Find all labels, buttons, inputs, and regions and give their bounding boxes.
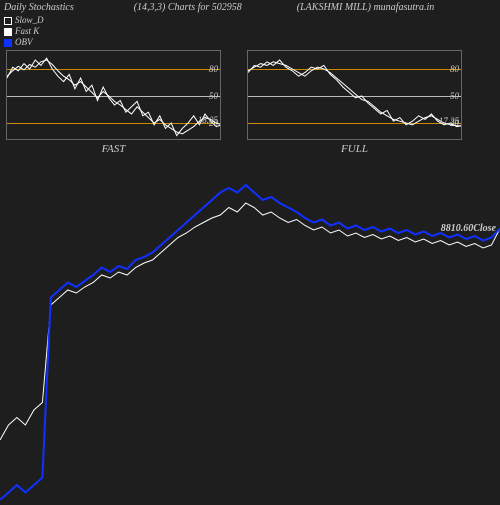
fast-stochastic-panel: 20508018.05 xyxy=(6,50,221,140)
full-panel-wrap: 20508017.25 FULL xyxy=(247,50,462,155)
legend-item-fast-k: Fast K xyxy=(4,26,496,37)
sub-panels-row: 20508018.05 FAST 20508017.25 FULL xyxy=(0,50,500,155)
fast-panel-wrap: 20508018.05 FAST xyxy=(6,50,221,155)
stock-text: (LAKSHMI MILL) munafasutra.in xyxy=(297,2,435,13)
swatch-fast-k xyxy=(4,28,12,36)
legend-label-obv: OBV xyxy=(15,37,33,48)
panel-full-svg xyxy=(248,51,462,140)
full-panel-label: FULL xyxy=(247,143,462,155)
full-stochastic-panel: 20508017.25 xyxy=(247,50,462,140)
obv-line xyxy=(0,185,500,500)
fast-panel-label: FAST xyxy=(6,143,221,155)
params-text: (14,3,3) Charts for 502958 xyxy=(134,2,242,13)
price-line xyxy=(0,203,500,440)
legend-item-slow-d: Slow_D xyxy=(4,15,496,26)
swatch-slow-d xyxy=(4,17,12,25)
chart-header: Daily Stochastics (14,3,3) Charts for 50… xyxy=(0,0,500,15)
legend-label-slow-d: Slow_D xyxy=(15,15,44,26)
title-text: Daily Stochastics xyxy=(4,2,74,13)
close-value-label: 8810.60Close xyxy=(441,223,496,234)
main-price-chart: 8810.60Close xyxy=(0,170,500,500)
panel-fast-current-value: 18.05 xyxy=(198,115,218,125)
legend-item-obv: OBV xyxy=(4,37,496,48)
swatch-obv xyxy=(4,39,12,47)
legend: Slow_D Fast K OBV xyxy=(0,15,500,50)
legend-label-fast-k: Fast K xyxy=(15,26,39,37)
panel-fast-svg xyxy=(7,51,221,140)
main-chart-svg xyxy=(0,170,500,500)
panel-full-current-value: 17.25 xyxy=(439,116,459,126)
